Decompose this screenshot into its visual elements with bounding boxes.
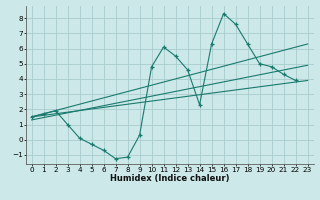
X-axis label: Humidex (Indice chaleur): Humidex (Indice chaleur)	[110, 174, 229, 183]
